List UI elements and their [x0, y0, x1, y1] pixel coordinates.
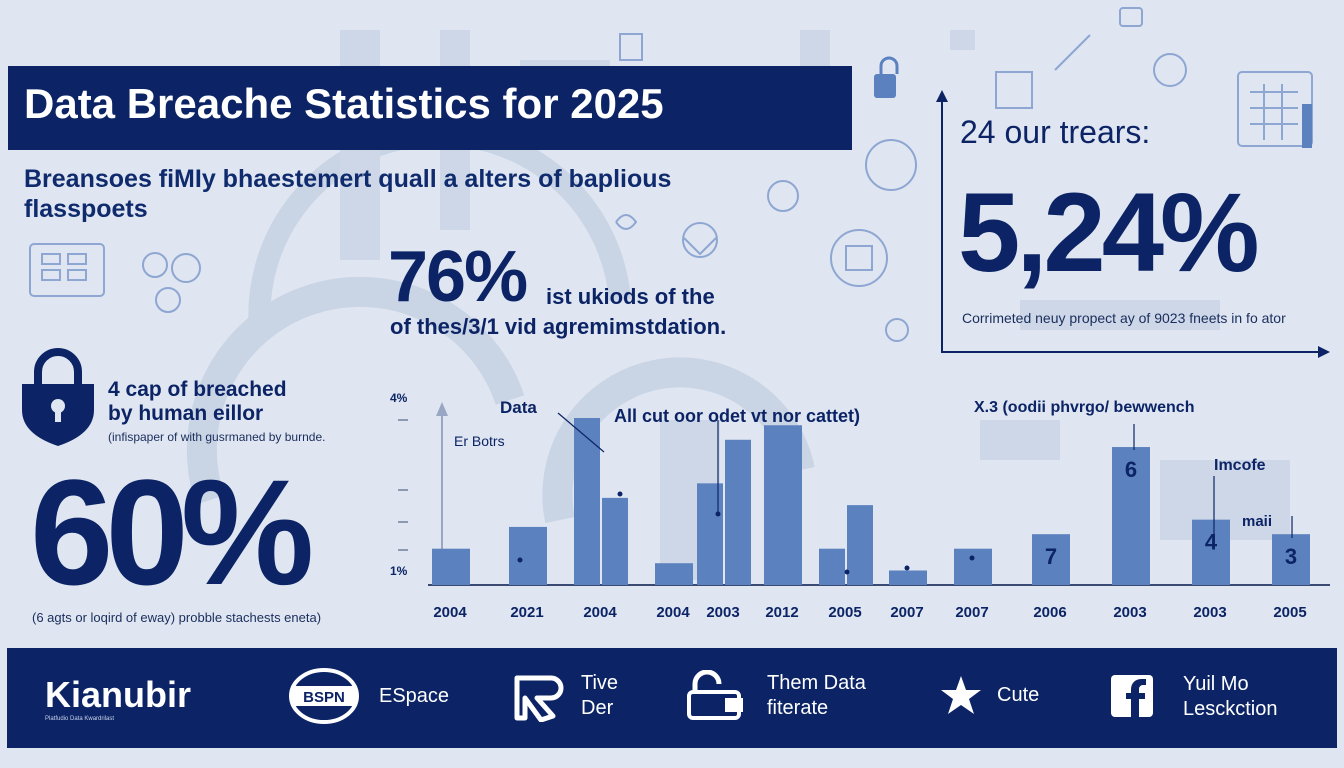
- x-tick-label: 2003: [1193, 604, 1226, 621]
- annotation-leader: [557, 412, 605, 453]
- annotation-dot: [517, 557, 523, 563]
- x-tick-label: 2021: [510, 604, 543, 621]
- stat-60-value: 60%: [30, 448, 314, 616]
- rv-logo-icon: [514, 675, 564, 722]
- bar: [655, 563, 693, 585]
- lock-icon: [22, 348, 94, 446]
- facebook-icon: [1111, 675, 1153, 717]
- bar: [1032, 534, 1070, 585]
- bar-value-label: 3: [1285, 544, 1297, 569]
- footer-bar: Kianubir Platfudio Data Kwardrilast BSPN…: [7, 648, 1337, 748]
- footer-item-label: Them Data fiterate: [767, 672, 866, 719]
- bar: [432, 548, 470, 585]
- footer-brand[interactable]: Kianubir Platfudio Data Kwardrilast: [45, 674, 191, 722]
- bspn-badge-text: BSPN: [303, 689, 345, 706]
- bar: [1272, 534, 1310, 585]
- lock-stat-line2: by human eillor: [108, 402, 264, 425]
- chart-annotation: Er Botrs: [454, 433, 505, 449]
- stat-76-value: 76%: [388, 237, 528, 317]
- title-banner: Data Breache Statistics for 2025: [8, 66, 852, 150]
- annotation-dot: [904, 565, 910, 571]
- x-tick-label: 2005: [1273, 604, 1306, 621]
- bar-value-label: 4: [1205, 530, 1218, 555]
- footer-item-cute[interactable]: Cute: [937, 672, 1039, 718]
- bar: [764, 425, 802, 585]
- chart-annotation: maii: [1242, 513, 1272, 530]
- footer-item-tive[interactable]: Tive Der: [511, 670, 641, 722]
- page-title: Data Breache Statistics for 2025: [24, 80, 664, 127]
- bar: [1192, 519, 1230, 585]
- bar: [509, 526, 547, 585]
- x-tick-label: 2006: [1033, 604, 1066, 621]
- bar-value-label: 7: [1045, 544, 1057, 569]
- x-tick-label: 2004: [433, 604, 467, 621]
- footer-item-facebook[interactable]: Yuil Mo Lesckction: [1109, 672, 1323, 722]
- right-panel-label: 24 our trears:: [960, 114, 1151, 150]
- annotation-dot: [969, 555, 975, 561]
- stat-76-line2: of thes/3/1 vid agremimstdation.: [390, 314, 727, 339]
- bar: [697, 483, 723, 585]
- bar: [1112, 447, 1150, 585]
- x-tick-label: 2004: [656, 604, 690, 621]
- footer-item-label: Cute: [997, 683, 1040, 706]
- x-tick-label: 2005: [828, 604, 861, 621]
- x-tick-label: 2003: [706, 604, 739, 621]
- chart-annotation: X.3 (oodii phvrgo/ bewwench: [974, 399, 1194, 416]
- subtitle: Breansoes fiMIy bhaestemert quall a alte…: [24, 165, 672, 223]
- bar: [725, 439, 751, 585]
- x-tick-label: 2004: [583, 604, 617, 621]
- footer-item-espace[interactable]: BSPN ESpace: [287, 666, 449, 726]
- bar: [954, 548, 992, 585]
- chart-annotation: Data: [500, 398, 537, 417]
- bspn-logo-icon: BSPN: [289, 668, 359, 724]
- open-lock-icon: [687, 670, 743, 720]
- y-axis-arrow: [436, 402, 448, 416]
- x-tick-label: 2012: [765, 604, 798, 621]
- lock-stat-line1: 4 cap of breached: [108, 378, 287, 401]
- x-tick-label: 2007: [955, 604, 988, 621]
- bar-value-label: 6: [1125, 457, 1137, 482]
- bar: [847, 505, 873, 585]
- right-panel-value: 5,24%: [958, 170, 1260, 295]
- annotation-dot: [617, 491, 623, 497]
- y-tick-label: 1%: [390, 564, 408, 578]
- bar: [889, 570, 927, 585]
- chart-annotation: Imcofe: [1214, 457, 1266, 474]
- annotation-dot: [844, 569, 850, 575]
- bar: [819, 548, 845, 585]
- footer-item-data[interactable]: Them Data fiterate: [685, 670, 887, 722]
- right-panel-caption: Corrimeted neuy propect ay of 9023 fneet…: [962, 310, 1286, 326]
- footer-brand-sub: Platfudio Data Kwardrilast: [45, 716, 115, 722]
- right-panel-axes: [936, 90, 1330, 358]
- footer-item-label: Tive Der: [581, 672, 619, 719]
- footer-item-label: Yuil Mo Lesckction: [1183, 673, 1278, 720]
- chart-annotation: All cut oor odet vt nor cattet): [614, 406, 860, 426]
- y-tick-label: 4%: [390, 391, 408, 405]
- bar-chart: 4% 1% 2004 2021 2004 2004 2003 2012 2005 2007 2007…: [390, 391, 1330, 621]
- bar: [574, 418, 600, 585]
- stat-76-line1: ist ukiods of the: [546, 284, 715, 309]
- lock-stat-note: (infispaper of with gusrmaned by burnde.: [108, 430, 326, 444]
- footer-item-label: ESpace: [379, 684, 450, 707]
- x-tick-label: 2003: [1113, 604, 1146, 621]
- x-tick-label: 2007: [890, 604, 923, 621]
- stat-60-caption: (6 agts or loqird of eway) probble stach…: [32, 610, 322, 625]
- star-icon: [941, 676, 981, 714]
- bar: [602, 497, 628, 585]
- footer-brand-name: Kianubir: [45, 674, 192, 715]
